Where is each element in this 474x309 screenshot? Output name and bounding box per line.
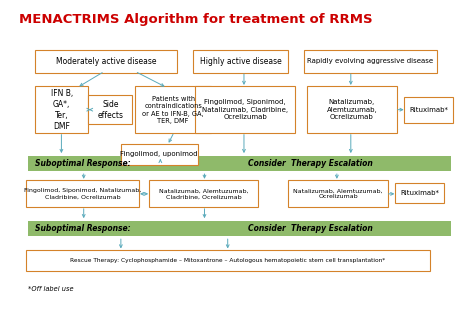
Text: Moderately active disease: Moderately active disease <box>55 57 156 66</box>
FancyBboxPatch shape <box>28 156 451 171</box>
Text: Rituximab*: Rituximab* <box>409 107 448 113</box>
FancyBboxPatch shape <box>395 183 444 203</box>
Text: Fingolimod, uponimod: Fingolimod, uponimod <box>120 151 198 158</box>
Text: Natalizumab,
Alemtuzumab,
Ocrelizumab: Natalizumab, Alemtuzumab, Ocrelizumab <box>327 99 377 120</box>
FancyBboxPatch shape <box>26 180 139 208</box>
FancyBboxPatch shape <box>88 95 132 124</box>
Text: Side
effects: Side effects <box>98 100 123 120</box>
Text: Natalizumab, Alemtuzumab,
Ocrelizumab: Natalizumab, Alemtuzumab, Ocrelizumab <box>293 188 383 200</box>
Text: Suboptimal Response:: Suboptimal Response: <box>35 224 130 233</box>
Text: Rapidly evolving aggressive disease: Rapidly evolving aggressive disease <box>308 58 434 64</box>
Text: IFN B,
GA*,
Ter,
DMF: IFN B, GA*, Ter, DMF <box>51 89 73 131</box>
Text: Natalizumab, Alemtuzumab,
Cladribine, Ocrelizumab: Natalizumab, Alemtuzumab, Cladribine, Oc… <box>159 188 248 200</box>
Text: *Off label use: *Off label use <box>28 286 73 292</box>
FancyBboxPatch shape <box>307 86 397 133</box>
Text: Fingolimod, Siponimod, Natalizumab,
Cladribine, Ocrelizumab: Fingolimod, Siponimod, Natalizumab, Clad… <box>24 188 141 200</box>
FancyBboxPatch shape <box>26 250 430 271</box>
FancyBboxPatch shape <box>288 180 388 208</box>
Text: Highly active disease: Highly active disease <box>200 57 282 66</box>
FancyBboxPatch shape <box>195 86 295 133</box>
FancyBboxPatch shape <box>35 50 177 73</box>
FancyBboxPatch shape <box>28 221 451 236</box>
FancyBboxPatch shape <box>135 86 211 133</box>
Text: Consider  Therapy Escalation: Consider Therapy Escalation <box>248 224 373 233</box>
Text: Consider  Therapy Escalation: Consider Therapy Escalation <box>248 159 373 168</box>
FancyBboxPatch shape <box>304 50 437 73</box>
Text: Rescue Therapy: Cyclophosphamide – Mitoxantrone – Autologous hematopoietic stem : Rescue Therapy: Cyclophosphamide – Mitox… <box>70 258 385 263</box>
Text: MENACTRIMS Algorithm for treatment of RRMS: MENACTRIMS Algorithm for treatment of RR… <box>18 13 372 26</box>
Text: Fingolimod, Siponimod,
Natalizumab, Cladribine,
Ocrelizumab: Fingolimod, Siponimod, Natalizumab, Clad… <box>202 99 288 120</box>
Text: Patients with
contraindications
or AE to IFN-B, GA,
TER, DMF: Patients with contraindications or AE to… <box>142 95 204 124</box>
FancyBboxPatch shape <box>121 144 198 165</box>
FancyBboxPatch shape <box>193 50 288 73</box>
FancyBboxPatch shape <box>149 180 258 208</box>
Text: Suboptimal Response:: Suboptimal Response: <box>35 159 130 168</box>
FancyBboxPatch shape <box>35 86 88 133</box>
Text: Rituximab*: Rituximab* <box>400 190 439 196</box>
FancyBboxPatch shape <box>404 97 453 123</box>
